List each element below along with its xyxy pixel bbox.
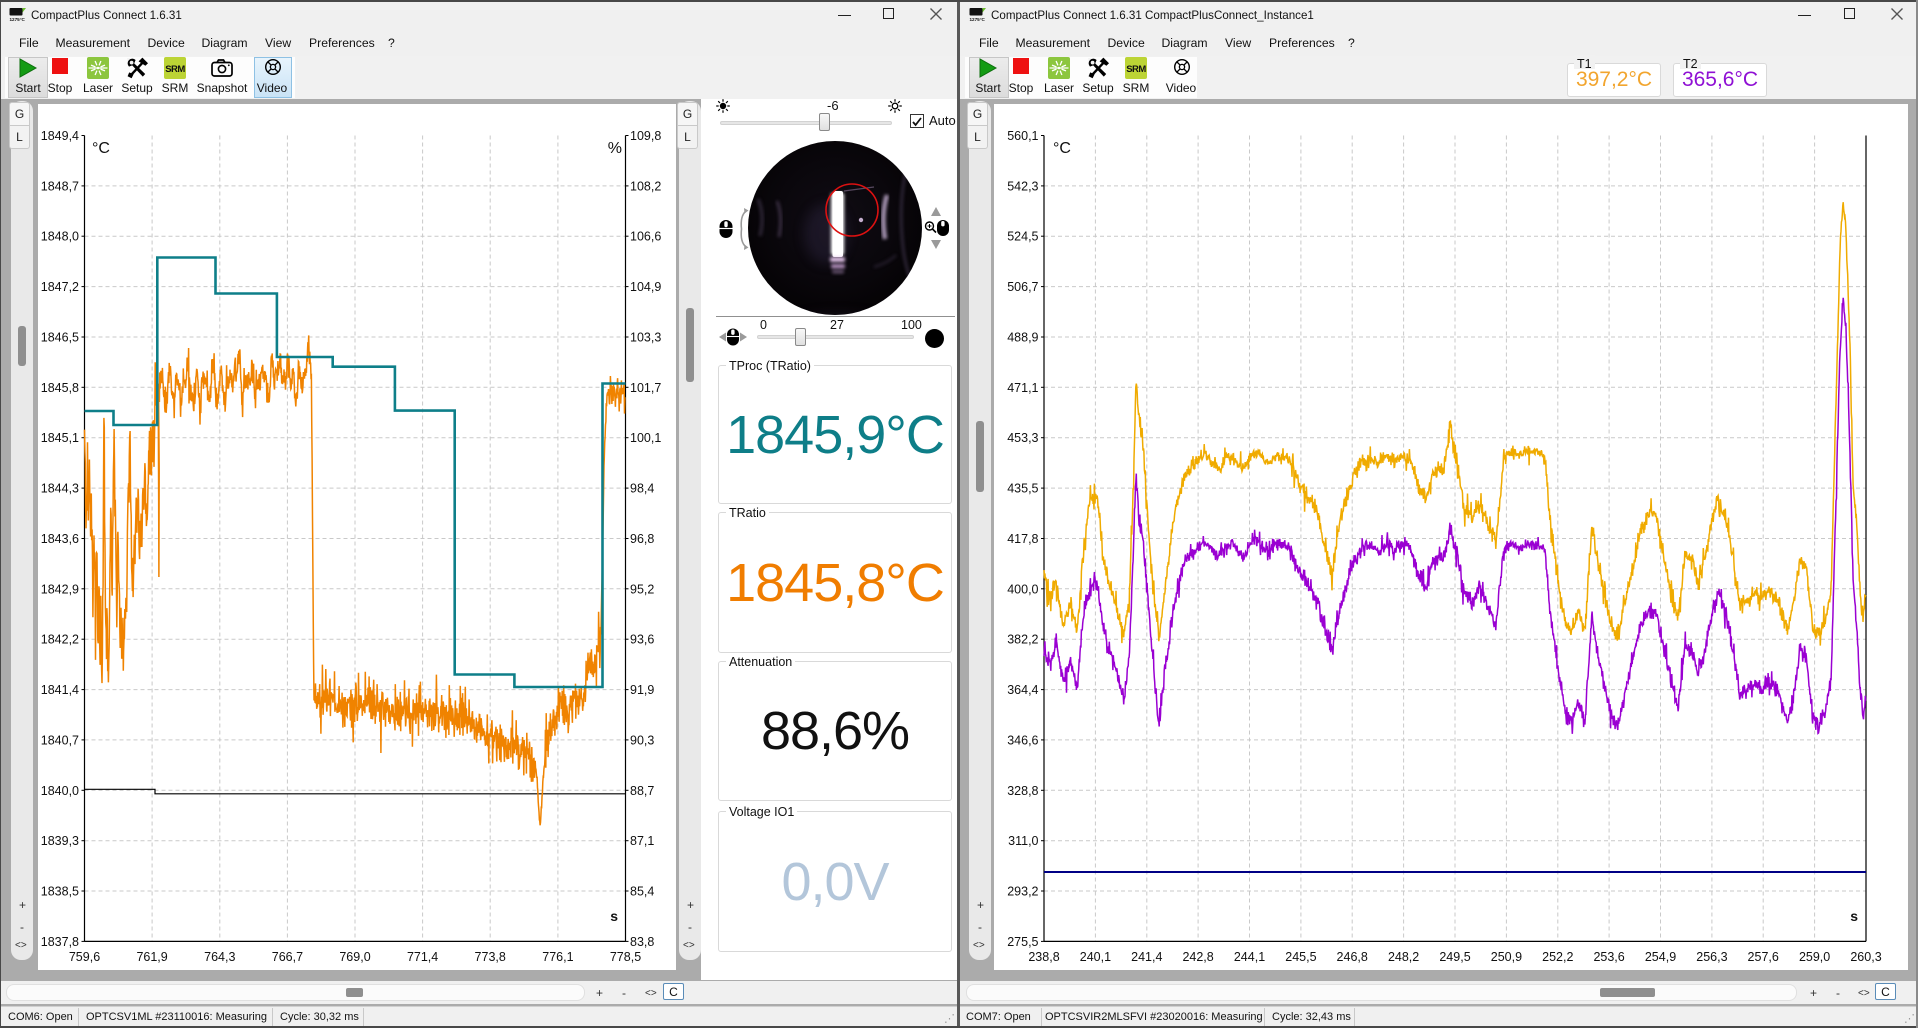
svg-text:769,0: 769,0 [339,950,370,964]
svg-text:259,0: 259,0 [1799,950,1830,964]
svg-text:766,7: 766,7 [272,950,303,964]
svg-text:506,7: 506,7 [1007,280,1038,294]
svg-text:90,3: 90,3 [630,733,654,747]
svg-text:238,8: 238,8 [1028,950,1059,964]
svg-text:253,6: 253,6 [1593,950,1624,964]
svg-text:85,4: 85,4 [630,885,654,899]
svg-text:1842,9: 1842,9 [41,582,79,596]
svg-text:364,4: 364,4 [1007,683,1038,697]
svg-text:SRM: SRM [165,64,185,75]
svg-text:1275°C: 1275°C [970,17,986,22]
svg-text:260,3: 260,3 [1850,950,1881,964]
svg-text:s: s [610,908,618,924]
svg-text:252,2: 252,2 [1542,950,1573,964]
svg-text:382,2: 382,2 [1007,633,1038,647]
svg-text:%: % [608,140,622,157]
svg-text:257,6: 257,6 [1748,950,1779,964]
svg-text:275,5: 275,5 [1007,935,1038,949]
svg-text:87,1: 87,1 [630,834,654,848]
svg-text:293,2: 293,2 [1007,885,1038,899]
svg-text:1837,8: 1837,8 [41,935,79,949]
svg-text:1840,0: 1840,0 [41,784,79,798]
svg-text:778,5: 778,5 [610,950,641,964]
svg-text:1845,1: 1845,1 [41,431,79,445]
svg-text:560,1: 560,1 [1007,129,1038,143]
svg-text:244,1: 244,1 [1234,950,1265,964]
svg-text:346,6: 346,6 [1007,733,1038,747]
svg-text:435,5: 435,5 [1007,482,1038,496]
svg-text:88,7: 88,7 [630,784,654,798]
svg-text:256,3: 256,3 [1696,950,1727,964]
svg-text:1838,5: 1838,5 [41,885,79,899]
svg-text:471,1: 471,1 [1007,381,1038,395]
svg-text:1848,0: 1848,0 [41,230,79,244]
svg-text:101,7: 101,7 [630,381,661,395]
svg-text:311,0: 311,0 [1008,834,1038,848]
svg-text:100,1: 100,1 [630,431,661,445]
svg-text:241,4: 241,4 [1131,950,1162,964]
svg-text:1844,3: 1844,3 [41,482,79,496]
svg-text:1848,7: 1848,7 [41,179,79,193]
svg-text:254,9: 254,9 [1645,950,1676,964]
svg-text:1846,5: 1846,5 [41,331,79,345]
svg-text:488,9: 488,9 [1007,331,1038,345]
svg-text:453,3: 453,3 [1007,431,1038,445]
svg-text:1275°C: 1275°C [10,17,26,22]
svg-text:106,6: 106,6 [630,230,661,244]
svg-text:98,4: 98,4 [630,482,654,496]
svg-text:1843,6: 1843,6 [41,532,79,546]
svg-text:93,6: 93,6 [630,633,654,647]
svg-text:104,9: 104,9 [630,280,661,294]
svg-text:83,8: 83,8 [630,935,654,949]
svg-text:249,5: 249,5 [1439,950,1470,964]
svg-text:417,8: 417,8 [1007,532,1038,546]
svg-text:1841,4: 1841,4 [41,683,79,697]
svg-text:248,2: 248,2 [1388,950,1419,964]
svg-text:245,5: 245,5 [1285,950,1316,964]
svg-text:759,6: 759,6 [69,950,100,964]
svg-text:s: s [1850,908,1858,924]
svg-text:764,3: 764,3 [204,950,235,964]
svg-text:542,3: 542,3 [1007,179,1038,193]
svg-text:°C: °C [1053,140,1071,157]
svg-text:91,9: 91,9 [630,683,654,697]
svg-text:240,1: 240,1 [1080,950,1111,964]
svg-text:246,8: 246,8 [1337,950,1368,964]
svg-text:96,8: 96,8 [630,532,654,546]
svg-text:°C: °C [92,140,110,157]
svg-text:524,5: 524,5 [1007,230,1038,244]
svg-text:1842,2: 1842,2 [41,633,79,647]
svg-text:108,2: 108,2 [630,179,661,193]
svg-text:1840,7: 1840,7 [41,733,79,747]
svg-text:95,2: 95,2 [630,582,654,596]
svg-text:1849,4: 1849,4 [41,129,79,143]
svg-text:761,9: 761,9 [136,950,167,964]
svg-text:328,8: 328,8 [1007,784,1038,798]
svg-text:776,1: 776,1 [542,950,573,964]
svg-text:109,8: 109,8 [630,129,661,143]
svg-text:771,4: 771,4 [407,950,438,964]
svg-text:1847,2: 1847,2 [41,280,79,294]
svg-text:SRM: SRM [1126,64,1146,75]
svg-text:250,9: 250,9 [1491,950,1522,964]
svg-text:103,3: 103,3 [630,331,661,345]
svg-text:773,8: 773,8 [475,950,506,964]
svg-text:242,8: 242,8 [1182,950,1213,964]
svg-text:400,0: 400,0 [1007,582,1038,596]
svg-text:1845,8: 1845,8 [41,381,79,395]
svg-text:1839,3: 1839,3 [41,834,79,848]
